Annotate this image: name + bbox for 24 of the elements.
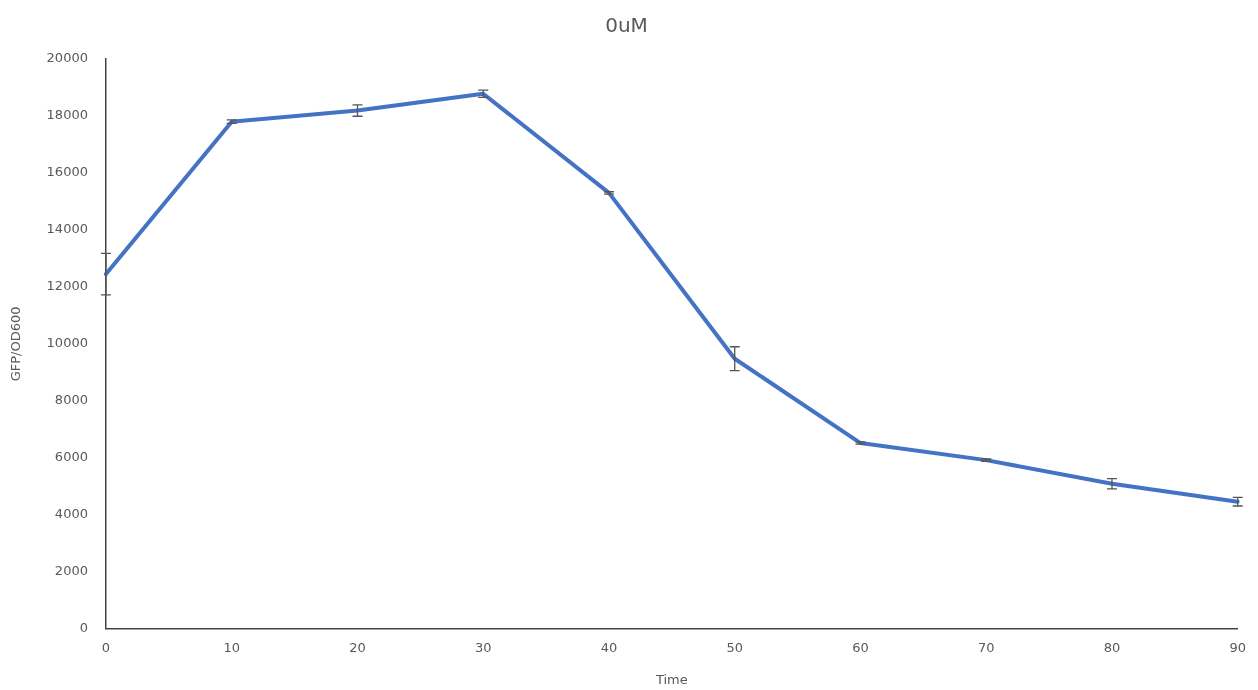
x-tick-label: 50: [726, 639, 743, 655]
chart-title: 0uM: [605, 13, 648, 38]
y-tick-label: 18000: [46, 107, 88, 123]
y-tick-label: 12000: [46, 278, 88, 294]
x-tick-label: 0: [101, 639, 111, 655]
y-axis-title: GFP/OD600: [8, 306, 24, 382]
y-tick-label: 14000: [46, 221, 88, 237]
y-tick-label: 0: [79, 620, 88, 636]
y-tick-label: 8000: [54, 392, 88, 408]
x-tick-label: 40: [600, 639, 618, 655]
x-tick-label: 20: [349, 639, 366, 655]
x-axis-title: Time: [654, 671, 688, 687]
x-tick-label: 70: [977, 639, 995, 655]
y-tick-label: 6000: [54, 449, 88, 465]
x-tick-label: 10: [223, 639, 240, 655]
y-tick-label: 20000: [46, 50, 88, 66]
y-tick-label: 2000: [54, 563, 88, 579]
x-tick-label: 60: [852, 639, 869, 655]
x-tick-label: 30: [474, 639, 492, 655]
x-tick-label: 90: [1229, 639, 1246, 655]
y-tick-label: 10000: [46, 335, 88, 351]
x-tick-label: 80: [1103, 639, 1121, 655]
y-tick-label: 16000: [46, 164, 88, 180]
y-tick-label: 4000: [54, 506, 88, 522]
